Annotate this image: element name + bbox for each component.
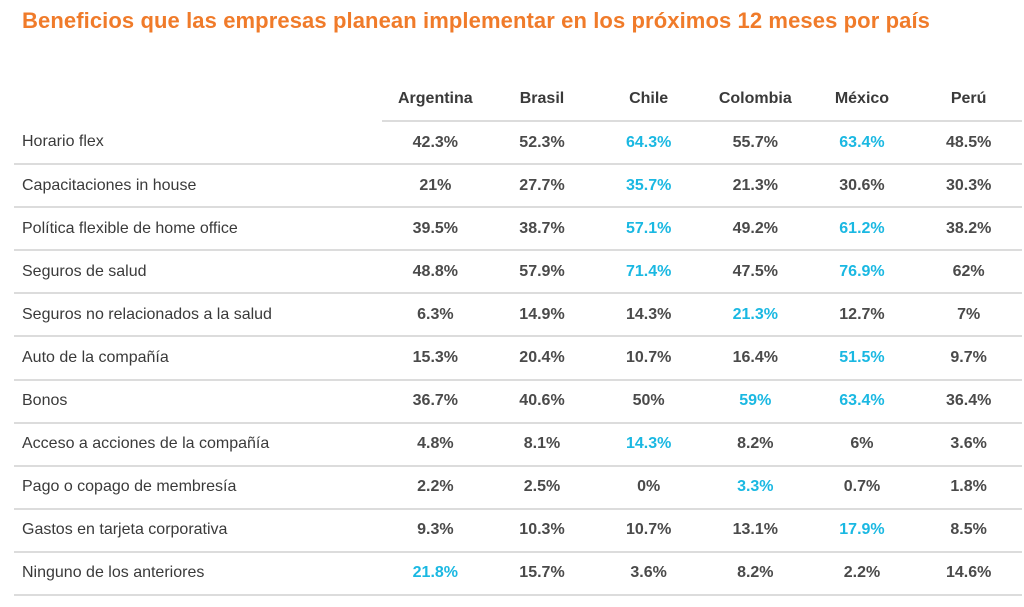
value-cell: 9.3% [382,508,489,553]
value-cell: 8.5% [915,508,1022,553]
value-cell: 10.7% [595,508,702,553]
value-cell: 61.2% [808,207,916,252]
row-label: Auto de la compañía [14,336,382,381]
value-cell: 27.7% [488,164,596,209]
value-cell: 8.2% [701,422,809,467]
column-header: México [808,78,916,122]
value-cell: 38.2% [915,207,1022,252]
benefits-table: Argentina Brasil Chile Colombia México P… [14,78,1022,597]
table-row: Gastos en tarjeta corporativa 9.3% 10.3% 10… [14,508,1022,553]
value-cell: 16.4% [701,336,809,381]
row-label: Política flexible de home office [14,207,382,252]
row-label: Capacitaciones in house [14,164,382,209]
value-cell: 55.7% [701,121,809,166]
value-cell: 47.5% [701,250,809,295]
row-label: Pago o copago de membresía [14,465,382,510]
table-body: Horario flex 42.3% 52.3% 64.3% 55.7% 63.4% 48.… [14,121,1022,597]
row-label: Bonos [14,379,382,424]
value-cell: 76.9% [808,250,916,295]
column-header: Perú [915,78,1022,122]
value-cell: 15.7% [488,551,596,597]
value-cell: 9.7% [915,336,1022,381]
value-cell: 64.3% [595,121,702,166]
value-cell: 8.1% [488,422,596,467]
value-cell: 42.3% [382,121,489,166]
value-cell: 57.1% [595,207,702,252]
value-cell: 0% [595,465,702,510]
value-cell: 14.6% [915,551,1022,597]
table-row: Seguros de salud 48.8% 57.9% 71.4% 47.5% 76.9… [14,250,1022,295]
value-cell: 17.9% [808,508,916,553]
table-row: Auto de la compañía 15.3% 20.4% 10.7% 16.4% 5… [14,336,1022,381]
value-cell: 38.7% [488,207,596,252]
value-cell: 13.1% [701,508,809,553]
value-cell: 48.8% [382,250,489,295]
table-row: Horario flex 42.3% 52.3% 64.3% 55.7% 63.4% 48.… [14,121,1022,166]
value-cell: 63.4% [808,121,916,166]
value-cell: 49.2% [701,207,809,252]
value-cell: 3.3% [701,465,809,510]
value-cell: 50% [595,379,702,424]
value-cell: 10.7% [595,336,702,381]
table-row: Ninguno de los anteriores 21.8% 15.7% 3.6% 8… [14,551,1022,597]
value-cell: 57.9% [488,250,596,295]
value-cell: 21% [382,164,489,209]
value-cell: 15.3% [382,336,489,381]
value-cell: 30.3% [915,164,1022,209]
value-cell: 20.4% [488,336,596,381]
table-row: Bonos 36.7% 40.6% 50% 59% 63.4% 36.4% [14,379,1022,424]
value-cell: 30.6% [808,164,916,209]
value-cell: 1.8% [915,465,1022,510]
chart-title: Beneficios que las empresas planean impl… [22,8,931,33]
value-cell: 3.6% [915,422,1022,467]
table-row: Capacitaciones in house 21% 27.7% 35.7% 21.3… [14,164,1022,209]
value-cell: 35.7% [595,164,702,209]
value-cell: 21.3% [701,164,809,209]
value-cell: 10.3% [488,508,596,553]
value-cell: 8.2% [701,551,809,597]
value-cell: 36.7% [382,379,489,424]
row-label: Gastos en tarjeta corporativa [14,508,382,553]
table-row: Política flexible de home office 39.5% 38.… [14,207,1022,252]
row-label: Seguros no relacionados a la salud [14,293,382,338]
value-cell: 63.4% [808,379,916,424]
value-cell: 40.6% [488,379,596,424]
value-cell: 59% [701,379,809,424]
value-cell: 6% [808,422,916,467]
header-label-cell [14,78,382,121]
value-cell: 2.5% [488,465,596,510]
value-cell: 4.8% [382,422,489,467]
value-cell: 7% [915,293,1022,338]
table-row: Seguros no relacionados a la salud 6.3% 14… [14,293,1022,338]
value-cell: 21.3% [701,293,809,338]
value-cell: 2.2% [808,551,916,597]
value-cell: 0.7% [808,465,916,510]
value-cell: 2.2% [382,465,489,510]
value-cell: 14.9% [488,293,596,338]
row-label: Seguros de salud [14,250,382,295]
column-header: Brasil [488,78,596,122]
value-cell: 48.5% [915,121,1022,166]
value-cell: 14.3% [595,293,702,338]
value-cell: 3.6% [595,551,702,597]
value-cell: 71.4% [595,250,702,295]
value-cell: 14.3% [595,422,702,467]
column-header: Chile [595,78,702,122]
value-cell: 52.3% [488,121,596,166]
value-cell: 62% [915,250,1022,295]
value-cell: 39.5% [382,207,489,252]
row-label: Acceso a acciones de la compañía [14,422,382,467]
value-cell: 6.3% [382,293,489,338]
table-row: Pago o copago de membresía 2.2% 2.5% 0% 3.3%… [14,465,1022,510]
value-cell: 21.8% [382,551,489,597]
column-header: Colombia [701,78,809,122]
column-header: Argentina [382,78,489,122]
value-cell: 12.7% [808,293,916,338]
table-row: Acceso a acciones de la compañía 4.8% 8.1%… [14,422,1022,467]
header-row: Argentina Brasil Chile Colombia México P… [14,78,1022,122]
value-cell: 36.4% [915,379,1022,424]
row-label: Ninguno de los anteriores [14,551,382,597]
row-label: Horario flex [14,121,382,166]
value-cell: 51.5% [808,336,916,381]
